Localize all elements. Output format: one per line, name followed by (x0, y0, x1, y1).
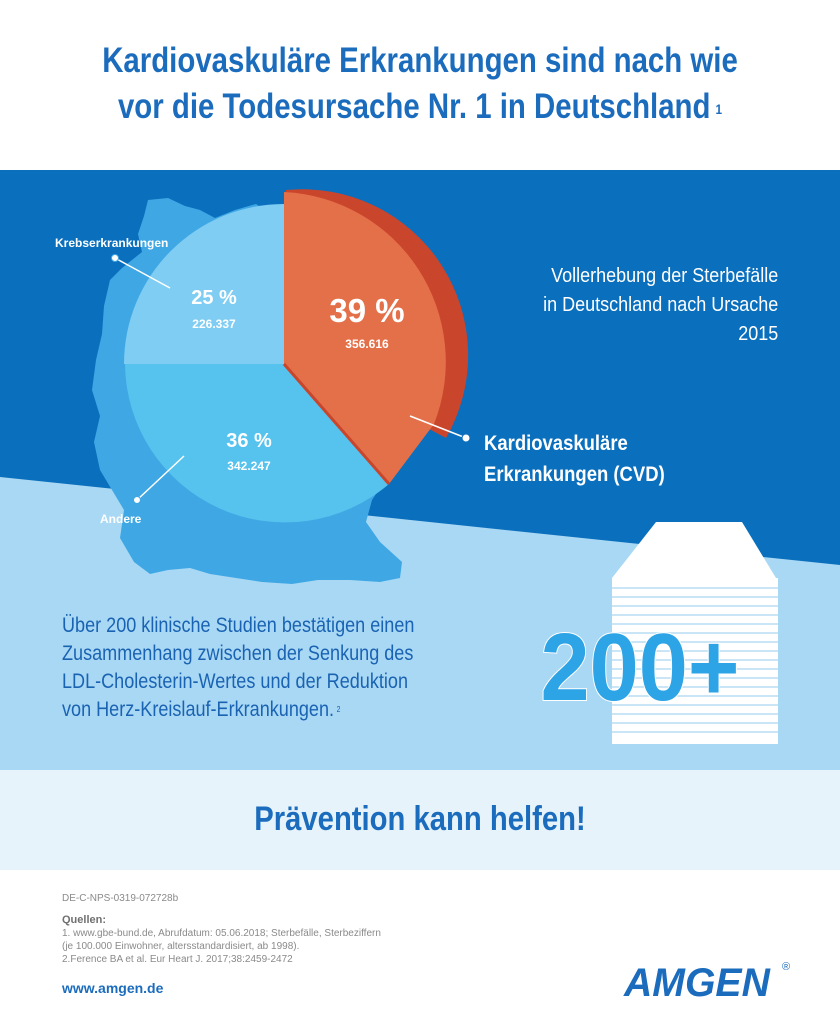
prevention-heading: Prävention kann helfen! (254, 800, 586, 838)
studies-paragraph: Über 200 klinische Studien bestätigen ei… (62, 612, 509, 724)
amgen-logo: AMGEN ® (623, 961, 790, 1005)
title-footnote: 1 (715, 101, 723, 117)
amgen-logo-text: AMGEN (623, 961, 771, 1005)
subtitle-line-2: in Deutschland nach Ursache (542, 294, 778, 316)
website-link[interactable]: www.amgen.de (62, 980, 164, 996)
cancer-percent-label: 25 % (191, 287, 237, 309)
reference-code: DE-C-NPS-0319-072728b (62, 893, 179, 904)
title-line-1: Kardiovaskuläre Erkrankungen sind nach w… (102, 41, 738, 80)
cvd-label-line-1: Kardiovaskuläre (484, 432, 628, 455)
infographic-graphic: 39 % 356.616 25 % 226.337 36 % 342.247 K… (0, 170, 840, 770)
studies-line-1: Über 200 klinische Studien bestätigen ei… (62, 614, 415, 637)
studies-line-2: Zusammenhang zwischen der Senkung des (62, 642, 414, 665)
cvd-label-line-2: Erkrankungen (CVD) (484, 463, 665, 486)
cvd-leader-dot (461, 433, 471, 443)
cancer-leader-line (114, 257, 171, 289)
paper-stack-icon (612, 522, 778, 744)
pie-slice-cancer (124, 204, 284, 364)
other-name-label: Andere (100, 512, 142, 526)
amgen-registered-mark: ® (782, 961, 790, 973)
page-title: Kardiovaskuläre Erkrankungen sind nach w… (67, 38, 773, 130)
studies-footnote: 2 (336, 705, 341, 714)
source-line-2: (je 100.000 Einwohner, altersstandardisi… (62, 941, 300, 952)
cvd-percent-label: 39 % (329, 292, 404, 329)
sources-heading: Quellen: (62, 914, 107, 926)
studies-line-4: von Herz-Kreislauf-Erkrankungen. 2 (62, 698, 341, 721)
cancer-value-label: 226.337 (192, 317, 236, 331)
source-line-1: 1. www.gbe-bund.de, Abrufdatum: 05.06.20… (62, 928, 381, 939)
other-value-label: 342.247 (227, 459, 271, 473)
subtitle-year: 2015 (737, 323, 778, 345)
subtitle-line-1: Vollerhebung der Sterbefälle (550, 265, 778, 287)
other-percent-label: 36 % (226, 430, 272, 452)
sources-block: Quellen: 1. www.gbe-bund.de, Abrufdatum:… (62, 914, 381, 966)
pie-slice-cvd (284, 192, 446, 484)
source-line-3: 2.Ference BA et al. Eur Heart J. 2017;38… (62, 954, 293, 965)
cancer-name-label: Krebserkrankungen (55, 236, 168, 250)
chart-subtitle: Vollerhebung der Sterbefälle in Deutschl… (543, 262, 778, 349)
pie-slice-other (125, 364, 389, 523)
cvd-name-label: Kardiovaskuläre Erkrankungen (CVD) (484, 428, 665, 490)
prevention-band (0, 770, 840, 870)
cvd-leader-line (409, 415, 467, 439)
cancer-leader-dot (111, 254, 119, 262)
cvd-slice-divider (282, 363, 391, 485)
cvd-value-label: 356.616 (345, 337, 389, 351)
title-line-2: vor die Todesursache Nr. 1 in Deutschlan… (117, 87, 723, 126)
big-number-200-plus: 200+ (541, 614, 740, 721)
other-leader-line (136, 455, 185, 501)
other-leader-dot (133, 496, 141, 504)
studies-line-3: LDL-Cholesterin-Wertes und der Reduktion (62, 670, 408, 693)
